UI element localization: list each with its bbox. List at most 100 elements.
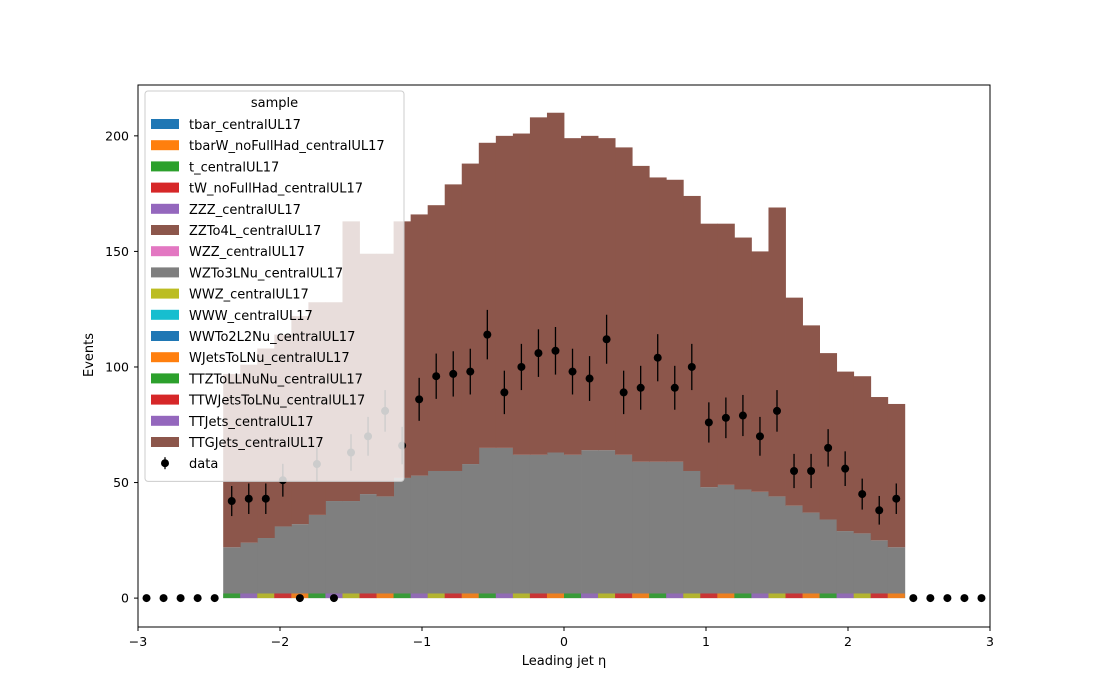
- data-point-42: [858, 490, 867, 499]
- minor-samples-bar-20: [564, 593, 582, 599]
- bar-WZTo3LNu_centralUL17-2: [257, 538, 275, 599]
- minor-samples-bar-29: [717, 593, 735, 599]
- legend-swatch-WWZ_centralUL17: [151, 288, 179, 299]
- bar-WZTo3LNu_centralUL17-25: [649, 461, 667, 599]
- bar-WZTo3LNu_centralUL17-0: [223, 547, 241, 599]
- legend-label-WWTo2L2Nu_centralUL17: WWTo2L2Nu_centralUL17: [189, 330, 355, 345]
- y-tick-label: 150: [105, 244, 129, 259]
- data-point-43: [875, 506, 884, 515]
- bar-WZTo3LNu_centralUL17-3: [274, 526, 292, 599]
- data-point-28: [619, 388, 628, 397]
- bar-WZTo3LNu_centralUL17-26: [666, 461, 684, 599]
- bar-TTGJets_centralUL17-23: [615, 147, 633, 455]
- x-axis-label: Leading jet η: [522, 654, 607, 669]
- legend-label-WJetsToLNu_centralUL17: WJetsToLNu_centralUL17: [189, 351, 350, 366]
- y-tick-label: 50: [113, 475, 129, 490]
- legend-label-data: data: [189, 457, 218, 472]
- data-point-45: [909, 594, 918, 603]
- data-point-39: [807, 466, 816, 475]
- bar-WZTo3LNu_centralUL17-18: [529, 454, 548, 599]
- data-point-19: [466, 367, 475, 376]
- bar-TTGJets_centralUL17-15: [478, 142, 497, 448]
- legend-label-WWW_centralUL17: WWW_centralUL17: [189, 309, 313, 324]
- bar-WZTo3LNu_centralUL17-4: [291, 524, 309, 599]
- minor-samples-bar-17: [512, 593, 530, 599]
- bar-TTGJets_centralUL17-28: [700, 223, 718, 488]
- minor-samples-bar-26: [666, 593, 684, 599]
- bar-WZTo3LNu_centralUL17-15: [478, 447, 497, 599]
- legend-label-WWZ_centralUL17: WWZ_centralUL17: [189, 288, 309, 303]
- bar-TTGJets_centralUL17-14: [461, 163, 480, 465]
- bar-WZTo3LNu_centralUL17-21: [581, 450, 599, 599]
- legend-label-ZZTo4L_centralUL17: ZZTo4L_centralUL17: [189, 224, 321, 239]
- legend-label-TTZToLLNuNu_centralUL17: TTZToLLNuNu_centralUL17: [188, 372, 363, 387]
- bar-TTGJets_centralUL17-34: [802, 325, 820, 513]
- legend-swatch-WWTo2L2Nu_centralUL17: [151, 331, 179, 341]
- x-tick-label: 2: [844, 634, 852, 649]
- minor-samples-bar-19: [546, 593, 564, 599]
- bar-WZTo3LNu_centralUL17-10: [393, 477, 412, 599]
- data-point-49: [977, 594, 986, 603]
- y-axis: 0 50 100 150 200: [105, 128, 138, 606]
- bar-WZTo3LNu_centralUL17-30: [734, 489, 752, 599]
- legend-swatch-tbarW_noFullHad_centralUL17: [151, 140, 179, 151]
- bar-WZTo3LNu_centralUL17-29: [717, 484, 735, 599]
- data-point-30: [653, 353, 662, 362]
- data-point-44: [892, 494, 901, 503]
- legend-label-tbar_centralUL17: tbar_centralUL17: [189, 118, 301, 133]
- minor-samples-bar-38: [870, 593, 888, 599]
- minor-samples-bar-30: [734, 593, 752, 599]
- legend-box: [144, 90, 405, 482]
- data-point-32: [687, 362, 696, 371]
- bar-WZTo3LNu_centralUL17-27: [683, 470, 701, 599]
- data-point-7: [261, 494, 270, 503]
- minor-samples-bar-8: [359, 593, 377, 599]
- data-point-27: [602, 335, 611, 344]
- bar-TTGJets_centralUL17-19: [546, 112, 565, 453]
- bar-TTGJets_centralUL17-33: [785, 297, 803, 506]
- bar-TTGJets_centralUL17-38: [870, 397, 889, 541]
- bar-WZTo3LNu_centralUL17-20: [564, 454, 582, 599]
- data-point-41: [841, 464, 850, 473]
- bar-TTGJets_centralUL17-37: [853, 376, 872, 534]
- bar-WZTo3LNu_centralUL17-12: [427, 470, 446, 599]
- legend-label-ZZZ_centralUL17: ZZZ_centralUL17: [189, 203, 301, 218]
- bar-WZTo3LNu_centralUL17-32: [768, 496, 786, 599]
- data-point-37: [773, 406, 781, 415]
- data-point-31: [670, 383, 679, 392]
- data-point-17: [432, 372, 441, 381]
- bar-TTGJets_centralUL17-11: [410, 214, 429, 476]
- minor-samples-bar-10: [393, 593, 411, 599]
- bar-TTGJets_centralUL17-18: [529, 117, 548, 455]
- legend-swatch-tW_noFullHad_centralUL17: [151, 182, 179, 193]
- data-point-16: [415, 395, 424, 404]
- bar-TTGJets_centralUL17-26: [666, 179, 684, 462]
- minor-samples-bar-11: [410, 593, 428, 599]
- legend-swatch-WZTo3LNu_centralUL17: [151, 267, 179, 278]
- data-point-1: [159, 594, 168, 603]
- minor-samples-bar-34: [802, 593, 820, 599]
- legend-swatch-tbar_centralUL17: [151, 119, 179, 129]
- minor-samples-bar-35: [819, 593, 837, 599]
- minor-samples-bar-28: [700, 593, 718, 599]
- bar-TTGJets_centralUL17-25: [649, 177, 667, 462]
- data-point-18: [449, 369, 458, 378]
- bar-WZTo3LNu_centralUL17-23: [615, 454, 633, 599]
- minor-samples-bar-7: [342, 593, 360, 599]
- minor-samples-bar-13: [444, 593, 462, 599]
- legend-swatch-WZZ_centralUL17: [151, 246, 179, 257]
- data-point-36: [755, 432, 764, 441]
- data-point-2: [176, 594, 185, 603]
- bar-WZTo3LNu_centralUL17-34: [802, 512, 820, 599]
- minor-samples-bar-18: [529, 593, 547, 599]
- legend-swatch-TTGJets_centralUL17: [151, 437, 179, 447]
- bar-WZTo3LNu_centralUL17-24: [632, 461, 650, 599]
- bar-WZTo3LNu_centralUL17-36: [836, 531, 855, 599]
- data-point-24: [551, 346, 560, 355]
- bar-TTGJets_centralUL17-29: [717, 223, 735, 485]
- bar-TTGJets_centralUL17-39: [887, 403, 906, 548]
- bar-TTGJets_centralUL17-30: [734, 237, 752, 490]
- legend-label-tW_noFullHad_centralUL17: tW_noFullHad_centralUL17: [189, 182, 363, 197]
- legend-label-tbarW_noFullHad_centralUL17: tbarW_noFullHad_centralUL17: [189, 139, 385, 154]
- bar-TTGJets_centralUL17-12: [427, 205, 446, 471]
